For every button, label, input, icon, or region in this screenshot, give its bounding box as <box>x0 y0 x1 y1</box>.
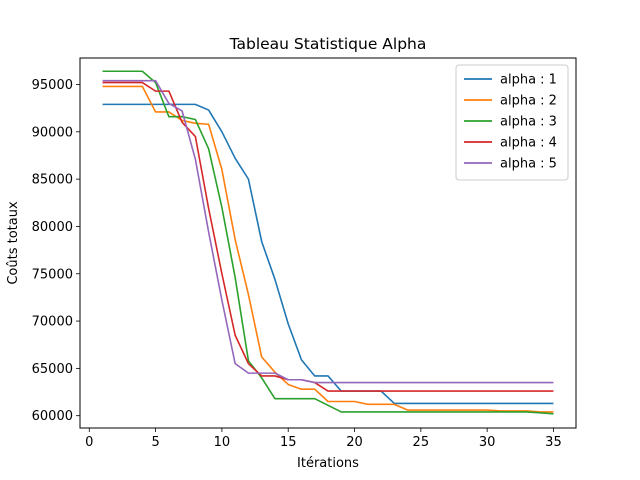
y-axis-label: Coûts totaux <box>6 201 21 285</box>
legend-entry-3: alpha : 3 <box>500 115 557 130</box>
x-tick-label: 0 <box>85 435 93 450</box>
legend-entry-1: alpha : 1 <box>500 73 557 88</box>
legend-entry-5: alpha : 5 <box>500 157 557 172</box>
series-line-4 <box>102 81 554 392</box>
x-tick-label: 5 <box>151 435 159 450</box>
chart-title: Tableau Statistique Alpha <box>229 35 427 53</box>
y-tick-label: 70000 <box>32 315 73 330</box>
y-tick-label: 80000 <box>32 220 73 235</box>
legend-entry-2: alpha : 2 <box>500 94 557 109</box>
legend-entry-4: alpha : 4 <box>500 136 557 151</box>
series-line-5 <box>102 79 554 384</box>
plot-area <box>102 70 554 415</box>
y-tick-label: 65000 <box>32 362 73 377</box>
y-tick-label: 75000 <box>32 267 73 282</box>
x-tick-label: 10 <box>214 435 231 450</box>
plot-frame <box>79 57 577 429</box>
y-tick-label: 90000 <box>32 125 73 140</box>
x-axis-label: Itérations <box>297 456 359 471</box>
x-tick-label: 25 <box>413 435 430 450</box>
y-tick-label: 85000 <box>32 173 73 188</box>
x-tick-label: 20 <box>346 435 363 450</box>
x-tick-label: 15 <box>280 435 297 450</box>
x-tick-label: 30 <box>479 435 496 450</box>
y-axis: 60000 65000 70000 75000 80000 85000 90000 95000 <box>32 78 80 424</box>
legend-box <box>455 64 569 181</box>
series-line-2 <box>102 85 554 413</box>
y-tick-label: 95000 <box>32 78 73 93</box>
series-line-1 <box>102 103 554 405</box>
series-line-3 <box>102 70 554 415</box>
legend: alpha : 1 alpha : 2 alpha : 3 alpha : 4 alph… <box>455 64 569 181</box>
y-tick-label: 60000 <box>32 409 73 424</box>
x-axis: 0 5 10 15 20 25 30 35 <box>85 428 562 450</box>
x-tick-label: 35 <box>545 435 562 450</box>
